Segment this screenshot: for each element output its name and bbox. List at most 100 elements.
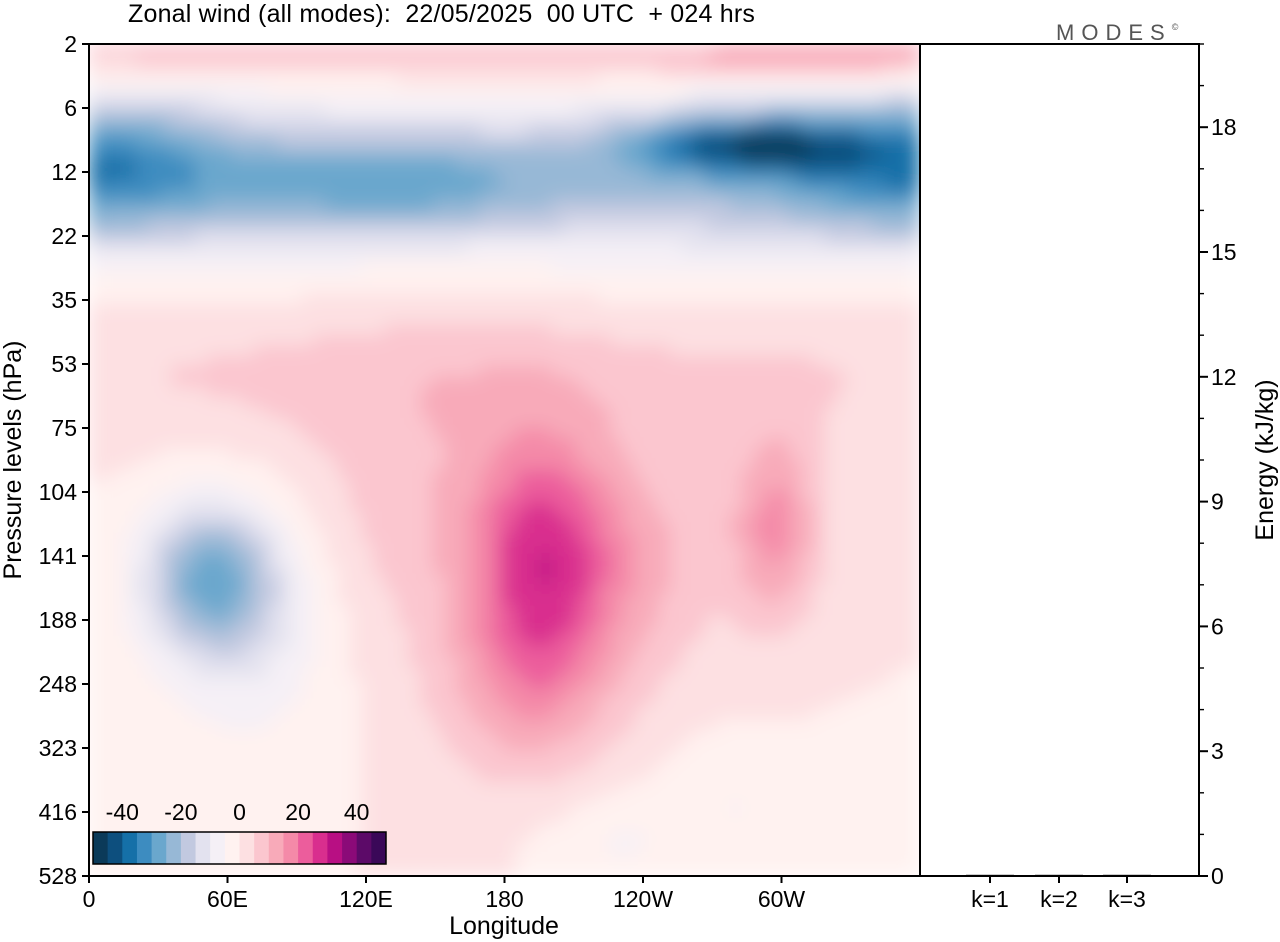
heatmap-cell (242, 636, 256, 648)
heatmap-cell (409, 729, 423, 742)
heatmap-cell (112, 750, 126, 763)
heatmap-cell (325, 542, 339, 555)
heatmap-cell (646, 334, 660, 347)
heatmap-cell (266, 272, 280, 284)
heatmap-cell (812, 438, 826, 451)
heatmap-cell (147, 157, 161, 170)
heatmap-cell (349, 376, 363, 388)
heatmap-cell (598, 521, 613, 534)
heatmap-cell (539, 282, 553, 295)
heatmap-cell (527, 688, 541, 700)
heatmap-cell (682, 532, 696, 544)
heatmap-cell (195, 750, 209, 763)
heatmap-cell (860, 355, 874, 368)
heatmap-cell (480, 698, 494, 711)
heatmap-cell (824, 334, 838, 347)
heatmap-cell (195, 64, 209, 76)
heatmap-cell (468, 365, 482, 378)
heatmap-cell (290, 324, 304, 336)
heatmap-cell (504, 303, 518, 316)
heatmap-cell (219, 709, 233, 721)
heatmap-cell (432, 719, 446, 732)
heatmap-cell (598, 584, 613, 596)
heatmap-cell (824, 709, 838, 721)
heatmap-cell (693, 750, 708, 763)
heatmap-cell (135, 667, 150, 680)
heatmap-cell (907, 53, 920, 66)
heatmap-cell (361, 355, 375, 368)
heatmap-cell (480, 521, 494, 534)
heatmap-cell (717, 480, 731, 492)
heatmap-cell (575, 126, 589, 139)
heatmap-cell (207, 771, 221, 784)
heatmap-cell (361, 480, 375, 492)
heatmap-cell (658, 719, 672, 732)
heatmap-cell (551, 85, 565, 97)
heatmap-cell (100, 417, 114, 430)
heatmap-cell (266, 501, 280, 513)
heatmap-cell (527, 355, 541, 368)
heatmap-cell (646, 511, 660, 524)
heatmap-cell (515, 490, 529, 503)
heatmap-cell (563, 157, 577, 170)
heatmap-cell (610, 625, 624, 638)
heatmap-cell (314, 74, 328, 87)
heatmap-cell (765, 220, 779, 232)
heatmap-cell (219, 605, 233, 617)
heatmap-cell (717, 220, 731, 232)
heatmap-cell (777, 542, 791, 555)
heatmap-cell (883, 615, 897, 628)
heatmap-cell (836, 761, 850, 773)
heatmap-cell (492, 230, 506, 243)
heatmap-cell (254, 261, 268, 274)
heatmap-cell (100, 199, 114, 212)
heatmap-cell (504, 95, 518, 108)
heatmap-cell (456, 386, 470, 399)
heatmap-cell (860, 542, 874, 555)
heatmap-cell (610, 334, 624, 347)
heatmap-cell (622, 719, 636, 732)
heatmap-cell (753, 74, 767, 87)
heatmap-cell (385, 532, 399, 544)
heatmap-cell (266, 521, 280, 534)
heatmap-cell (385, 282, 399, 295)
heatmap-cell (159, 116, 173, 128)
heatmap-cell (112, 386, 126, 399)
heatmap-cell (444, 563, 458, 576)
heatmap-cell (634, 53, 648, 66)
heatmap-cell (729, 126, 743, 139)
heatmap-cell (349, 355, 363, 368)
heatmap-cell (741, 729, 755, 742)
heatmap-cell (409, 428, 423, 440)
heatmap-cell (646, 594, 660, 607)
heatmap-cell (634, 490, 648, 503)
heatmap-cell (682, 646, 696, 659)
heatmap-cell (788, 282, 802, 295)
heatmap-cell (610, 241, 624, 253)
heatmap-cell (527, 677, 541, 690)
heatmap-cell (100, 480, 114, 492)
heatmap-cell (468, 490, 482, 503)
heatmap-cell (646, 105, 660, 118)
heatmap-cell (432, 750, 446, 763)
heatmap-cell (551, 761, 565, 773)
heatmap-cell (432, 116, 446, 128)
heatmap-cell (622, 199, 636, 212)
heatmap-cell (195, 126, 209, 139)
heatmap-cell (777, 667, 791, 680)
heatmap-cell (420, 241, 434, 253)
heatmap-cell (100, 95, 114, 108)
heatmap-cell (183, 345, 197, 357)
heatmap-cell (575, 272, 589, 284)
heatmap-cell (147, 355, 161, 368)
heatmap-cell (361, 189, 375, 201)
heatmap-cell (598, 230, 613, 243)
heatmap-cell (527, 345, 541, 357)
heatmap-cell (468, 178, 482, 191)
heatmap-cell (658, 44, 672, 56)
heatmap-cell (895, 116, 909, 128)
heatmap-cell (777, 480, 791, 492)
heatmap-cell (183, 417, 197, 430)
heatmap-cell (527, 740, 541, 752)
heatmap-cell (527, 251, 541, 264)
